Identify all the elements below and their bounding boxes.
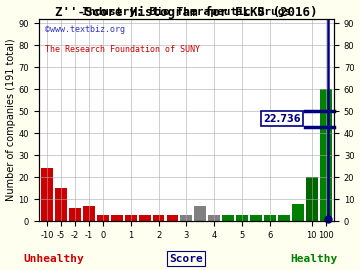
Bar — [222, 215, 234, 221]
Bar — [69, 208, 81, 221]
Bar — [83, 206, 95, 221]
Bar — [194, 206, 206, 221]
Bar — [125, 215, 136, 221]
Text: Score: Score — [170, 254, 203, 264]
Text: Healthy: Healthy — [290, 254, 337, 264]
Bar — [167, 215, 178, 221]
Bar — [111, 215, 123, 221]
Bar — [180, 215, 192, 221]
Text: Unhealthy: Unhealthy — [23, 254, 84, 264]
Bar — [41, 168, 53, 221]
Bar — [306, 177, 318, 221]
Bar — [153, 215, 165, 221]
Title: Z''-Score Histogram for FLKS (2016): Z''-Score Histogram for FLKS (2016) — [55, 6, 318, 19]
Bar — [292, 204, 304, 221]
Y-axis label: Number of companies (191 total): Number of companies (191 total) — [5, 39, 15, 201]
Bar — [55, 188, 67, 221]
Text: 22.736: 22.736 — [263, 114, 301, 124]
Bar — [250, 215, 262, 221]
Text: The Research Foundation of SUNY: The Research Foundation of SUNY — [45, 45, 199, 54]
Bar — [278, 215, 290, 221]
Bar — [320, 89, 332, 221]
Bar — [264, 215, 276, 221]
Bar — [208, 215, 220, 221]
Bar — [139, 215, 150, 221]
Bar — [97, 215, 109, 221]
Text: Industry: Bio Therapeutic Drugs: Industry: Bio Therapeutic Drugs — [82, 6, 291, 17]
Bar — [236, 215, 248, 221]
Text: ©www.textbiz.org: ©www.textbiz.org — [45, 25, 125, 34]
